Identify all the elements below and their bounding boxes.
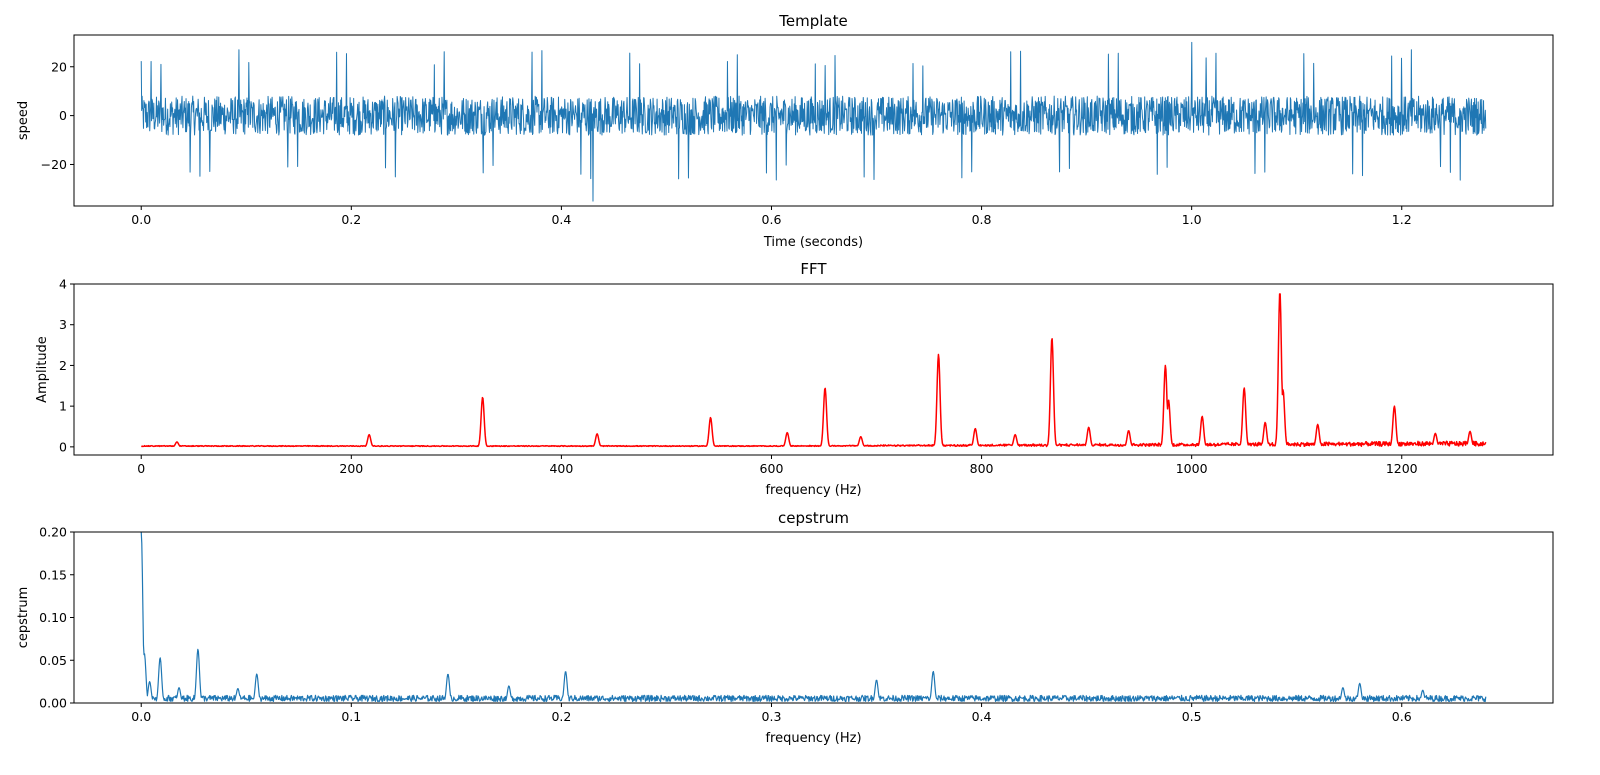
template-signal-line	[140, 41, 1487, 202]
template-ytick-label: 20	[51, 59, 67, 74]
cepstrum-ticks: 0.0 0.1 0.2 0.3 0.4 0.5 0.6 0.00 0.05 0.10 0.15 0.2…	[39, 525, 1412, 725]
template-xtick-label: 0.4	[551, 212, 571, 227]
cepstrum-line	[140, 532, 1487, 703]
cepstrum-axes-frame	[73, 531, 1554, 704]
cepstrum-ytick-label: 0.05	[39, 653, 67, 668]
fft-amplitude-line	[141, 293, 1487, 448]
fft-xtick-label: 600	[760, 461, 784, 476]
template-xtick-label: 0.2	[341, 212, 361, 227]
template-ticks: 0.0 0.2 0.4 0.6 0.8 1.0 1.2 −20 0 20	[41, 59, 1412, 227]
cepstrum-title: cepstrum	[778, 509, 849, 527]
fft-ytick-label: 4	[59, 277, 67, 292]
fft-ytick-label: 3	[59, 317, 67, 332]
fft-xtick-label: 1200	[1386, 461, 1418, 476]
cepstrum-ytick-label: 0.10	[39, 610, 67, 625]
fft-ytick-label: 1	[59, 399, 67, 414]
cepstrum-xtick-label: 0.3	[762, 709, 782, 724]
fft-axes-frame	[73, 283, 1554, 456]
cepstrum-ytick-label: 0.00	[39, 696, 67, 711]
fft-xtick-label: 1000	[1176, 461, 1208, 476]
cepstrum-xlabel: frequency (Hz)	[765, 731, 861, 746]
fft-ticks: 0 200 400 600 800 1000 1200 0 1 2 3 4	[59, 277, 1418, 477]
fft-ytick-label: 0	[59, 439, 67, 454]
cepstrum-xtick-label: 0.2	[551, 709, 571, 724]
template-ytick-label: 0	[59, 108, 67, 123]
template-xlabel: Time (seconds)	[763, 235, 863, 250]
fft-subplot: FFT frequency (Hz) Amplitude 0 200 400 600 8…	[35, 260, 1554, 498]
template-ytick-label: −20	[41, 157, 67, 172]
cepstrum-xtick-label: 0.0	[131, 709, 151, 724]
template-xtick-label: 0.6	[762, 212, 782, 227]
cepstrum-ylabel: cepstrum	[16, 587, 31, 649]
fft-xtick-label: 400	[549, 461, 573, 476]
cepstrum-xtick-label: 0.4	[972, 709, 992, 724]
template-xtick-label: 0.0	[131, 212, 151, 227]
template-axes-frame	[73, 34, 1554, 207]
cepstrum-xtick-label: 0.1	[341, 709, 361, 724]
fft-xtick-label: 200	[339, 461, 363, 476]
fft-xtick-label: 0	[137, 461, 145, 476]
cepstrum-ytick-label: 0.15	[39, 567, 67, 582]
fft-ylabel: Amplitude	[35, 336, 50, 403]
template-xtick-label: 1.0	[1182, 212, 1202, 227]
fft-title: FFT	[800, 260, 827, 278]
fft-xtick-label: 800	[970, 461, 994, 476]
cepstrum-xtick-label: 0.5	[1182, 709, 1202, 724]
cepstrum-ytick-label: 0.20	[39, 525, 67, 540]
template-xtick-label: 1.2	[1392, 212, 1412, 227]
template-xtick-label: 0.8	[972, 212, 992, 227]
template-ylabel: speed	[16, 101, 31, 140]
template-title: Template	[778, 12, 847, 30]
cepstrum-xtick-label: 0.6	[1392, 709, 1412, 724]
fft-ytick-label: 2	[59, 358, 67, 373]
template-subplot: Template Time (seconds) speed 0.0 0.2 0.4 0…	[16, 12, 1554, 250]
cepstrum-subplot: cepstrum frequency (Hz) cepstrum 0.0 0.1 0…	[16, 509, 1554, 746]
fft-xlabel: frequency (Hz)	[765, 483, 861, 498]
